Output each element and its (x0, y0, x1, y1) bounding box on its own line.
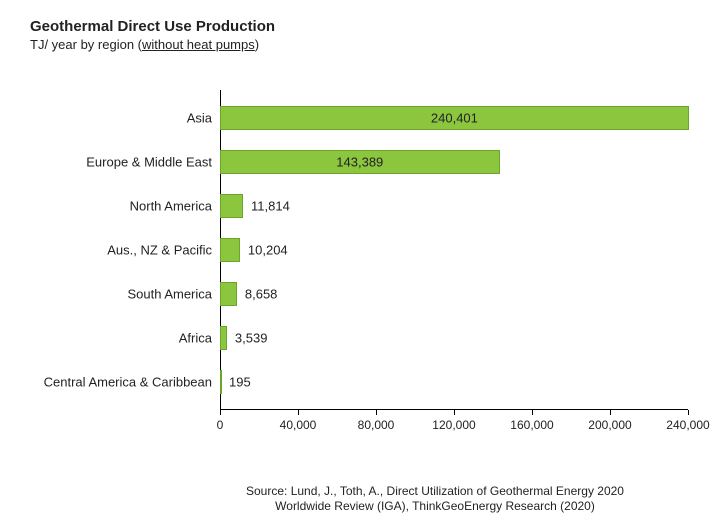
source-line1: Source: Lund, J., Toth, A., Direct Utili… (246, 484, 624, 498)
source-line2: Worldwide Review (IGA), ThinkGeoEnergy R… (275, 499, 595, 513)
chart-title: Geothermal Direct Use Production (30, 18, 707, 35)
x-axis-tick-label: 160,000 (510, 418, 553, 432)
x-axis-tick-label: 240,000 (666, 418, 709, 432)
bar-row: Europe & Middle East143,389 (220, 150, 688, 174)
x-axis-tick (376, 410, 377, 415)
x-axis-tick-label: 120,000 (432, 418, 475, 432)
subtitle-suffix: ) (255, 37, 259, 52)
bar-row: South America8,658 (220, 282, 688, 306)
chart-source: Source: Lund, J., Toth, A., Direct Utili… (210, 484, 660, 514)
chart-plot: 040,00080,000120,000160,000200,000240,00… (220, 90, 688, 410)
value-label: 11,814 (251, 199, 290, 214)
bar-row: Asia240,401 (220, 106, 688, 130)
x-axis-tick (688, 410, 689, 415)
x-axis-tick (532, 410, 533, 415)
category-label: Africa (179, 331, 212, 346)
bar (220, 370, 222, 394)
category-label: North America (130, 199, 212, 214)
category-label: Aus., NZ & Pacific (107, 243, 212, 258)
bar-row: Central America & Caribbean195 (220, 370, 688, 394)
category-label: South America (127, 287, 212, 302)
bar (220, 194, 243, 218)
category-label: Asia (187, 111, 212, 126)
chart-area: 040,00080,000120,000160,000200,000240,00… (20, 90, 690, 440)
bar-row: North America11,814 (220, 194, 688, 218)
chart-subtitle: TJ/ year by region (without heat pumps) (30, 37, 707, 52)
category-label: Europe & Middle East (86, 155, 212, 170)
bar-row: Africa3,539 (220, 326, 688, 350)
value-label: 10,204 (248, 243, 288, 258)
value-label: 8,658 (245, 287, 278, 302)
x-axis-tick (220, 410, 221, 415)
x-axis-tick (610, 410, 611, 415)
x-axis-tick-label: 0 (217, 418, 224, 432)
value-label: 240,401 (431, 111, 478, 126)
value-label: 3,539 (235, 331, 268, 346)
chart-container: Geothermal Direct Use Production TJ/ yea… (0, 0, 727, 526)
x-axis-tick (454, 410, 455, 415)
subtitle-underlined: without heat pumps (142, 37, 255, 52)
bar (220, 238, 240, 262)
bar (220, 282, 237, 306)
value-label: 195 (229, 375, 251, 390)
bar-row: Aus., NZ & Pacific10,204 (220, 238, 688, 262)
category-label: Central America & Caribbean (44, 375, 212, 390)
x-axis-tick-label: 40,000 (280, 418, 317, 432)
value-label: 143,389 (336, 155, 383, 170)
x-axis-tick-label: 200,000 (588, 418, 631, 432)
bar (220, 326, 227, 350)
x-axis-tick (298, 410, 299, 415)
subtitle-prefix: TJ/ year by region ( (30, 37, 142, 52)
x-axis-tick-label: 80,000 (358, 418, 395, 432)
